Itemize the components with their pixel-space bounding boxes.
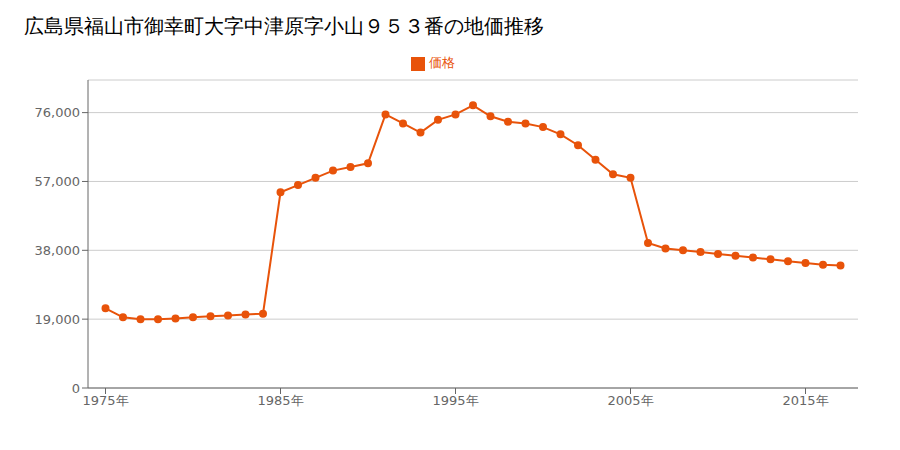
- html-text:広島県福山市御幸町大字中津原字小山９５３番の地価推移: 広島県福山市御幸町大字中津原字小山９５３番の地価推移: [24, 14, 544, 38]
- svg-text:38,000: 38,000: [35, 243, 81, 258]
- svg-text:2015年: 2015年: [782, 393, 828, 408]
- svg-text:1975年: 1975年: [82, 393, 128, 408]
- svg-text:76,000: 76,000: [35, 105, 81, 120]
- svg-text:19,000: 19,000: [35, 312, 81, 327]
- svg-text:1985年: 1985年: [257, 393, 303, 408]
- svg-text:57,000: 57,000: [35, 174, 81, 189]
- svg-text:1995年: 1995年: [432, 393, 478, 408]
- svg-text:2005年: 2005年: [607, 393, 653, 408]
- html-text:価格: 価格: [429, 55, 455, 70]
- svg-text:0: 0: [72, 381, 80, 396]
